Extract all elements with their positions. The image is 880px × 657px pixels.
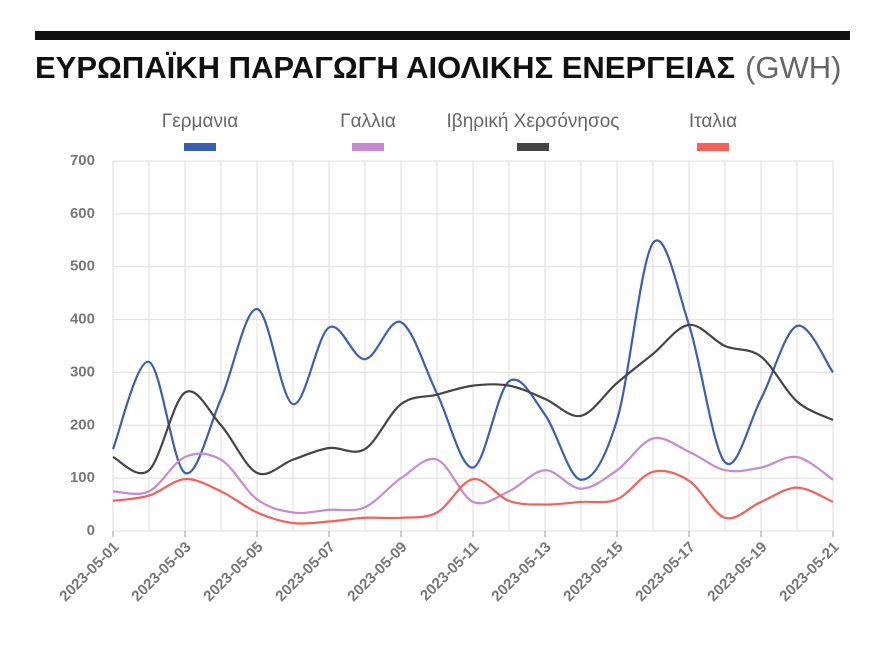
legend-label: Ιταλια: [689, 111, 737, 132]
y-tick-label: 400: [70, 311, 95, 328]
x-tick-label: 2023-05-07: [272, 539, 338, 605]
legend-swatch: [352, 143, 384, 151]
title-rule: [35, 31, 850, 40]
series-line: [112, 469, 834, 525]
x-tick-label: 2023-05-19: [704, 539, 770, 605]
y-tick-label: 500: [70, 258, 95, 275]
y-tick-label: 100: [70, 469, 95, 486]
legend-swatch: [184, 143, 216, 151]
x-tick-label: 2023-05-09: [344, 539, 410, 605]
y-tick-label: 600: [70, 205, 95, 222]
x-tick-label: 2023-05-11: [417, 539, 483, 605]
y-tick-label: 700: [70, 152, 95, 169]
x-tick-label: 2023-05-01: [56, 539, 122, 605]
x-tick-label: 2023-05-03: [128, 539, 194, 605]
legend-swatch: [697, 143, 729, 151]
y-tick-label: 0: [87, 522, 95, 539]
series-line: [112, 323, 834, 476]
y-tick-label: 200: [70, 416, 95, 433]
x-tick-label: 2023-05-15: [560, 539, 626, 605]
title-unit: (GWH): [745, 50, 841, 85]
series-line: [112, 436, 834, 515]
y-tick-label: 300: [70, 363, 95, 380]
legend-label: Γερμανια: [162, 111, 238, 132]
chart-title: ΕΥΡΩΠΑΪΚΗ ΠΑΡΑΓΩΓΗ ΑΙΟΛΙΚΗΣ ΕΝΕΡΓΕΙΑΣ (GW…: [35, 50, 841, 85]
x-tick-label: 2023-05-05: [200, 539, 266, 605]
x-tick-label: 2023-05-21: [776, 539, 842, 605]
legend-swatch: [517, 143, 549, 151]
legend-label: Ιβηρική Χερσόνησος: [447, 111, 620, 132]
series-line: [111, 239, 834, 481]
x-tick-label: 2023-05-13: [488, 539, 554, 605]
legend-label: Γαλλια: [340, 111, 396, 132]
x-tick-label: 2023-05-17: [632, 539, 698, 605]
title-text: ΕΥΡΩΠΑΪΚΗ ΠΑΡΑΓΩΓΗ ΑΙΟΛΙΚΗΣ ΕΝΕΡΓΕΙΑΣ: [35, 50, 735, 85]
